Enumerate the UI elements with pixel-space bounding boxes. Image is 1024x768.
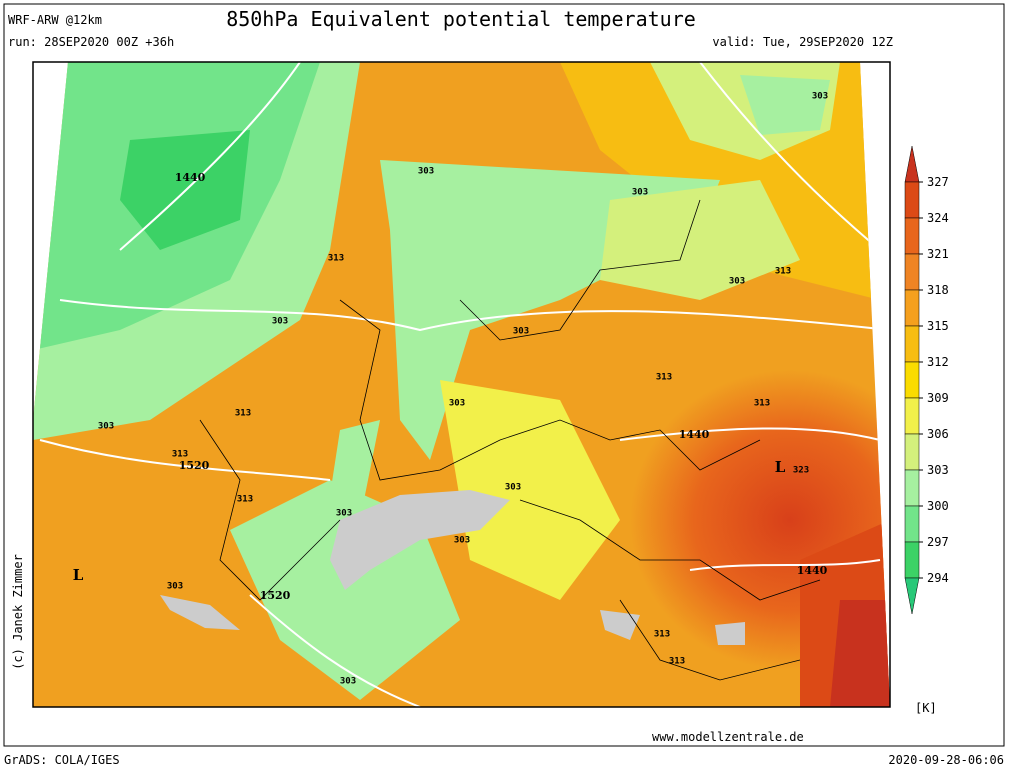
colorbar-tick-label: 306 [927,427,949,441]
contour-label: 303 [449,399,465,409]
contour-label: 303 [513,327,529,337]
colorbar-tick-label: 327 [927,175,949,189]
colorbar-segment [904,397,920,435]
colorbar-unit: [K] [915,701,937,715]
contour-label: 313 [754,399,770,409]
colorbar-segment [904,541,920,579]
contour-label: L [73,566,84,584]
contour-label: 303 [505,483,521,493]
contour-label: 1440 [797,564,828,577]
contour-label: 313 [656,373,672,383]
colorbar-tick-label: 312 [927,355,949,369]
colorbar-tick-label: 318 [927,283,949,297]
colorbar-segment [904,181,920,219]
contour-label: 303 [98,422,114,432]
contour-label: 303 [336,509,352,519]
colorbar-segment [904,253,920,291]
colorbar-segment [904,505,920,543]
colorbar-tick-label: 309 [927,391,949,405]
contour-label: 303 [340,677,356,687]
colorbar-segment [904,289,920,327]
contour-label: 313 [669,657,685,667]
colorbar-segment [904,217,920,255]
colorbar-segment [904,361,920,399]
credit: (c) Janek Zimmer [11,554,25,670]
contour-label: 1440 [679,428,710,441]
map-frame [32,61,891,708]
contour-label: L [775,458,786,476]
colorbar-tick-label: 303 [927,463,949,477]
contour-label: 313 [654,630,670,640]
map-title: 850hPa Equivalent potential temperature [226,7,696,31]
contour-label: 1520 [179,459,210,472]
contour-label: 303 [632,188,648,198]
colorbar-cap [904,577,920,615]
contour-label: 323 [793,466,809,476]
contour-label: 313 [172,450,188,460]
website: www.modellzentrale.de [652,730,804,744]
contour-label: 303 [272,317,288,327]
colorbar: 327 324 321 318 315 312 309 306 303 300 297 294 [904,145,949,615]
contour-label: 1440 [175,171,206,184]
contour-label: 313 [237,495,253,505]
colorbar-tick-label: 294 [927,571,949,585]
map-field: 1440 303 303 303 313 303 303 303 313 313 303 313 313… [33,62,890,707]
colorbar-segment [904,433,920,471]
contour-label: 1520 [260,589,291,602]
contour-label: 303 [812,92,828,102]
contour-label: 303 [418,167,434,177]
contour-label: 313 [775,267,791,277]
contour-label: 313 [328,254,344,264]
colorbar-tick-label: 315 [927,319,949,333]
contour-label: 303 [729,277,745,287]
timestamp: 2020-09-28-06:06 [888,753,1004,767]
software: GrADS: COLA/IGES [4,753,120,767]
colorbar-tick-label: 297 [927,535,949,549]
contour-label: 303 [454,536,470,546]
contour-label: 313 [235,409,251,419]
colorbar-tick-label: 321 [927,247,949,261]
colorbar-segment [904,325,920,363]
model-name: WRF-ARW @12km [8,13,102,27]
colorbar-tick-label: 324 [927,211,949,225]
contour-label: 303 [167,582,183,592]
colorbar-segment [904,469,920,507]
colorbar-tick-label: 300 [927,499,949,513]
contour-labels: 1440 303 303 303 313 303 303 303 313 313 303 313 313… [73,92,828,687]
valid-time: valid: Tue, 29SEP2020 12Z [712,35,893,49]
run-info: run: 28SEP2020 00Z +36h [8,35,174,49]
